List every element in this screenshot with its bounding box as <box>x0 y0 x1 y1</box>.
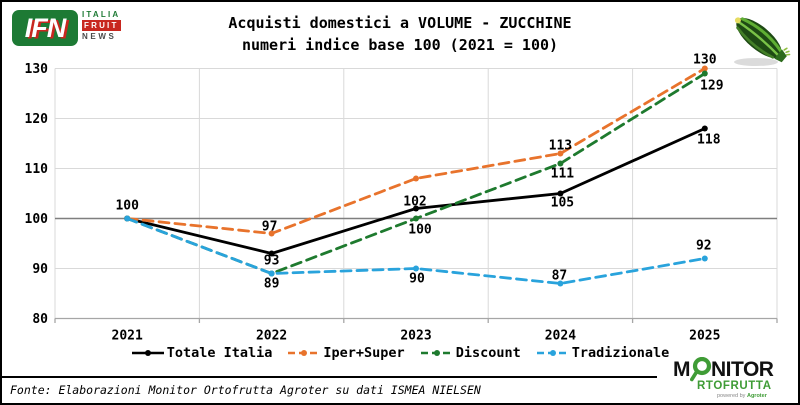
y-axis-tick-label: 90 <box>32 262 48 277</box>
data-label: 105 <box>551 196 574 211</box>
ifn-logo-fruit: FRUIT <box>82 20 121 31</box>
data-label: 87 <box>552 269 568 284</box>
x-axis-category-label: 2023 <box>400 329 431 344</box>
legend-item-iper-super: Iper+Super <box>287 345 405 361</box>
data-point-marker <box>268 250 275 257</box>
source-note: Fonte: Elaborazioni Monitor Ortofrutta A… <box>10 383 481 397</box>
chart-title: Acquisti domestici a VOLUME - ZUCCHINE n… <box>2 12 798 56</box>
legend-label: Tradizionale <box>571 345 670 361</box>
data-label: 93 <box>264 254 280 269</box>
data-point-marker <box>701 70 708 77</box>
data-label-origin: 100 <box>115 199 139 214</box>
legend-marker <box>420 350 453 356</box>
legend-label: Discount <box>455 345 521 361</box>
monitor-logo-rtofrutta: RTOFRUTTA <box>697 380 772 392</box>
data-point-marker <box>557 160 564 167</box>
ifn-logo-news: NEWS <box>82 32 117 41</box>
data-label: 129 <box>700 79 723 94</box>
magnifier-icon <box>690 357 712 382</box>
monitor-logo-powered-by: powered by Agroter <box>717 393 767 399</box>
legend-label: Totale Italia <box>166 345 273 361</box>
x-axis-category-label: 2022 <box>256 329 287 344</box>
ifn-logo-mark: IFN <box>12 10 78 46</box>
y-axis-tick-label: 80 <box>32 312 48 327</box>
data-point-marker <box>557 150 564 157</box>
chart-title-line1: Acquisti domestici a VOLUME - ZUCCHINE <box>228 14 572 32</box>
data-point-marker <box>701 65 708 72</box>
data-point-marker <box>124 215 131 222</box>
data-label: 97 <box>262 220 278 235</box>
chart-legend: Totale Italia Iper+Super Discount Tradizion… <box>2 345 798 361</box>
legend-item-tradizionale: Tradizionale <box>536 345 670 361</box>
monitor-logo-nitor: NITOR <box>711 358 774 381</box>
data-point-marker <box>701 125 708 132</box>
data-label: 92 <box>696 239 712 254</box>
footer-divider <box>2 376 657 378</box>
data-point-marker <box>268 230 275 237</box>
data-point-marker <box>268 270 275 277</box>
data-label: 111 <box>551 167 575 182</box>
legend-label: Iper+Super <box>323 345 405 361</box>
y-axis-tick-label: 110 <box>25 162 49 177</box>
ifn-logo-italia: ITALIA <box>82 10 121 19</box>
legend-marker <box>288 350 321 356</box>
zucchini-icon <box>734 17 791 66</box>
y-axis-tick-label: 130 <box>25 62 49 77</box>
y-axis-tick-label: 120 <box>25 112 49 127</box>
ifn-logo: IFN ITALIA FRUIT NEWS <box>12 10 121 46</box>
data-label: 130 <box>693 53 717 68</box>
data-label: 100 <box>408 223 432 238</box>
legend-item-totale-italia: Totale Italia <box>131 345 273 361</box>
data-label: 102 <box>403 195 426 210</box>
legend-item-discount: Discount <box>420 345 521 361</box>
chart-title-line2: numeri indice base 100 (2021 = 100) <box>241 36 559 54</box>
x-axis-category-label: 2024 <box>545 329 576 344</box>
data-label: 118 <box>697 133 721 148</box>
data-label: 113 <box>549 139 572 154</box>
data-point-marker <box>413 205 419 212</box>
data-point-marker <box>413 215 419 222</box>
legend-marker <box>131 350 164 356</box>
data-label: 90 <box>409 272 425 287</box>
data-label: 89 <box>264 277 280 292</box>
y-axis-tick-label: 100 <box>25 212 49 227</box>
x-axis-category-label: 2025 <box>689 329 720 344</box>
series-line-iper-super <box>125 67 707 235</box>
monitor-logo-m: M <box>673 358 691 381</box>
x-axis-category-label: 2021 <box>112 329 143 344</box>
data-point-marker <box>557 190 564 197</box>
series-line-discount <box>125 72 707 275</box>
data-point-marker <box>557 280 564 287</box>
legend-marker <box>536 350 569 356</box>
data-point-marker <box>413 265 419 272</box>
monitor-ortofrutta-logo: M NITOR RTOFRUTTA powered by Agroter <box>673 357 791 399</box>
data-point-marker <box>701 255 708 262</box>
data-point-marker <box>413 175 419 182</box>
